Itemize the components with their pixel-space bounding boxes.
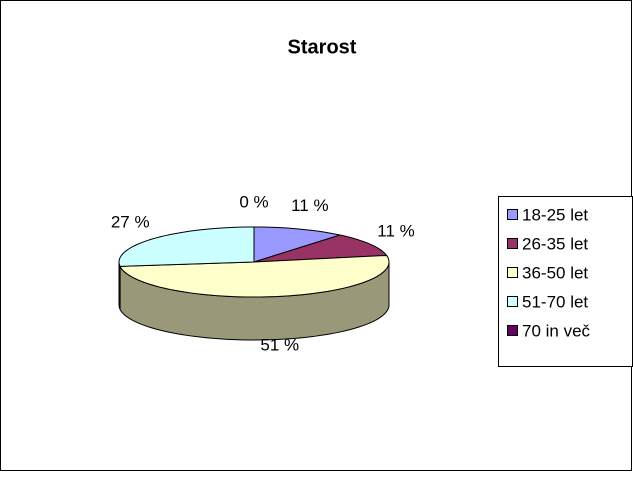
data-label: 51 % — [260, 336, 299, 355]
pie-slice — [119, 254, 390, 298]
legend-label: 26-35 let — [522, 234, 588, 253]
legend-label: 36-50 let — [522, 263, 588, 282]
legend-swatch — [507, 238, 518, 249]
legend-label: 70 in več — [522, 321, 591, 340]
pie-slice — [118, 226, 255, 267]
pie-slice — [253, 234, 388, 263]
legend-swatch — [507, 325, 518, 336]
data-label: 27 % — [111, 212, 150, 231]
data-label: 11 % — [291, 196, 329, 215]
chart-title: Starost — [288, 36, 357, 58]
legend-label: 51-70 let — [522, 292, 588, 311]
pie-slice — [253, 226, 341, 263]
legend-box — [498, 196, 633, 367]
legend-swatch — [507, 296, 518, 307]
legend-label: 18-25 let — [522, 205, 588, 224]
pie-side — [118, 261, 121, 310]
legend-swatch — [507, 209, 518, 220]
data-label: 0 % — [239, 192, 268, 211]
data-label: 11 % — [377, 221, 415, 240]
legend-swatch — [507, 267, 518, 278]
